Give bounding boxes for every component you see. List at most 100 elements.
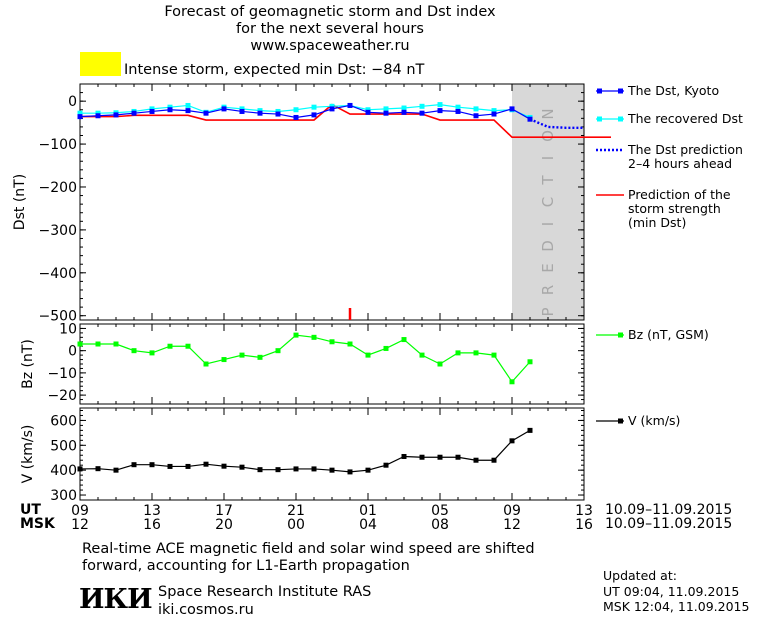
data-point xyxy=(239,464,245,470)
series-line-0 xyxy=(80,334,531,383)
data-point xyxy=(95,113,101,119)
data-point xyxy=(275,467,281,473)
dst-panel: P R E D I C T I ON 0 −100 −200 −300 −400 −500 Dst (nT) xyxy=(12,83,611,325)
data-point xyxy=(131,348,137,354)
data-point xyxy=(221,463,227,469)
data-point xyxy=(167,463,173,469)
bz-panel: 10 0 −10 −20 Bz (nT) xyxy=(20,321,585,405)
storm-alert-text: Intense storm, expected min Dst: −84 nT xyxy=(124,62,425,78)
data-point xyxy=(131,110,137,116)
data-point xyxy=(365,109,371,115)
y-tick-label: −300 xyxy=(39,223,77,239)
v-frame xyxy=(79,407,585,501)
data-point xyxy=(365,107,371,113)
data-point xyxy=(491,111,497,117)
data-point xyxy=(455,350,461,356)
dst-axis-label: Dst (nT) xyxy=(12,174,28,230)
y-tick-label: 500 xyxy=(50,438,77,454)
bz-frame xyxy=(79,323,585,405)
title-url: www.spaceweather.ru xyxy=(250,38,410,54)
prediction-label-char: C xyxy=(539,197,557,207)
data-point xyxy=(275,111,281,117)
ut-label: UT xyxy=(20,502,41,518)
data-point xyxy=(437,454,443,460)
data-point xyxy=(185,343,191,349)
data-point xyxy=(131,462,137,468)
data-point xyxy=(491,108,497,114)
msk-tick-label: 04 xyxy=(359,517,377,533)
legend-v-point xyxy=(618,418,623,424)
data-point xyxy=(401,453,407,459)
data-point xyxy=(221,357,227,363)
legend-recovered-point xyxy=(618,116,623,122)
data-point xyxy=(401,109,407,115)
y-tick-label: 600 xyxy=(50,413,77,429)
series-line-0 xyxy=(79,429,531,473)
data-point xyxy=(149,350,155,356)
y-tick-label: −500 xyxy=(39,309,77,325)
data-point xyxy=(383,345,389,351)
data-point xyxy=(257,467,263,473)
data-point xyxy=(455,104,461,110)
legend-v: V (km/s) xyxy=(628,413,681,428)
legend-recovered-point xyxy=(597,116,602,122)
data-point xyxy=(419,103,425,109)
data-point xyxy=(311,104,317,110)
data-point xyxy=(293,466,299,472)
data-point xyxy=(419,352,425,358)
legend-recovered-dst: The recovered Dst xyxy=(628,111,743,126)
y-tick-label: 0 xyxy=(68,94,77,110)
ut-tick-label: 13 xyxy=(143,503,161,519)
data-point xyxy=(491,457,497,463)
updated-info: Updated at: UT 09:04, 11.09.2015 MSK 12:… xyxy=(603,568,750,614)
series-line-1 xyxy=(80,103,531,119)
data-point xyxy=(311,334,317,340)
series-line-3 xyxy=(80,103,611,139)
data-point xyxy=(275,108,281,114)
msk-label: MSK xyxy=(20,516,55,532)
v-panel: 600 500 400 300 V (km/s) xyxy=(20,407,585,504)
data-point xyxy=(185,108,191,114)
data-point xyxy=(455,108,461,114)
data-point xyxy=(473,457,479,463)
data-point xyxy=(419,110,425,116)
prediction-label-char: R xyxy=(539,285,557,295)
data-point xyxy=(149,462,155,468)
data-point xyxy=(401,337,407,343)
data-point xyxy=(167,343,173,349)
data-point xyxy=(437,361,443,367)
data-point xyxy=(203,361,209,367)
y-tick-label: −10 xyxy=(47,366,77,382)
y-tick-label: 10 xyxy=(59,321,77,337)
legend-dst-point xyxy=(618,88,623,94)
data-point xyxy=(221,106,227,112)
data-point xyxy=(473,113,479,119)
y-tick-label: 400 xyxy=(50,463,77,479)
institute-info: Space Research Institute RAS iki.cosmos.… xyxy=(158,584,372,618)
msk-tick-label: 20 xyxy=(215,517,233,533)
data-point xyxy=(185,463,191,469)
title-line-1: Forecast of geomagnetic storm and Dst in… xyxy=(164,4,496,20)
prediction-label-char: I xyxy=(539,222,557,226)
prediction-label-char: E xyxy=(539,263,557,272)
bz-axis-label: Bz (nT) xyxy=(20,339,36,389)
dst-frame xyxy=(79,83,585,321)
data-point xyxy=(527,359,533,365)
data-point xyxy=(77,466,83,472)
msk-tick-label: 16 xyxy=(575,517,593,533)
data-point xyxy=(293,114,299,120)
series-line-2 xyxy=(529,118,584,129)
legend-dst-point xyxy=(597,88,602,94)
data-point xyxy=(275,348,281,354)
y-tick-label: −100 xyxy=(39,137,77,153)
ut-tick-label: 13 xyxy=(575,503,593,519)
chart-title: Forecast of geomagnetic storm and Dst in… xyxy=(0,4,660,55)
prediction-label-char: N xyxy=(539,108,557,119)
data-point xyxy=(185,102,191,108)
data-point xyxy=(383,110,389,116)
data-point xyxy=(113,112,119,118)
msk-date-range: 10.09–11.09.2015 xyxy=(605,516,733,532)
ut-date-range: 10.09–11.09.2015 xyxy=(605,502,733,518)
data-point xyxy=(365,352,371,358)
data-point xyxy=(509,106,515,112)
